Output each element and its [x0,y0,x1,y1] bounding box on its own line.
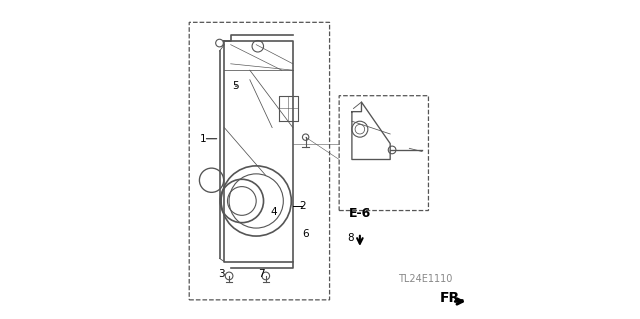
Text: 6: 6 [302,229,309,240]
Text: 2: 2 [299,201,306,211]
Text: TL24E1110: TL24E1110 [398,274,452,284]
Text: 8: 8 [347,233,354,243]
Text: 4: 4 [271,207,277,217]
Text: 1: 1 [200,134,207,144]
Text: 3: 3 [218,269,225,279]
Text: E-6: E-6 [349,207,371,220]
Text: 5: 5 [232,81,239,91]
Text: FR.: FR. [440,291,465,305]
Text: 7: 7 [258,269,264,279]
